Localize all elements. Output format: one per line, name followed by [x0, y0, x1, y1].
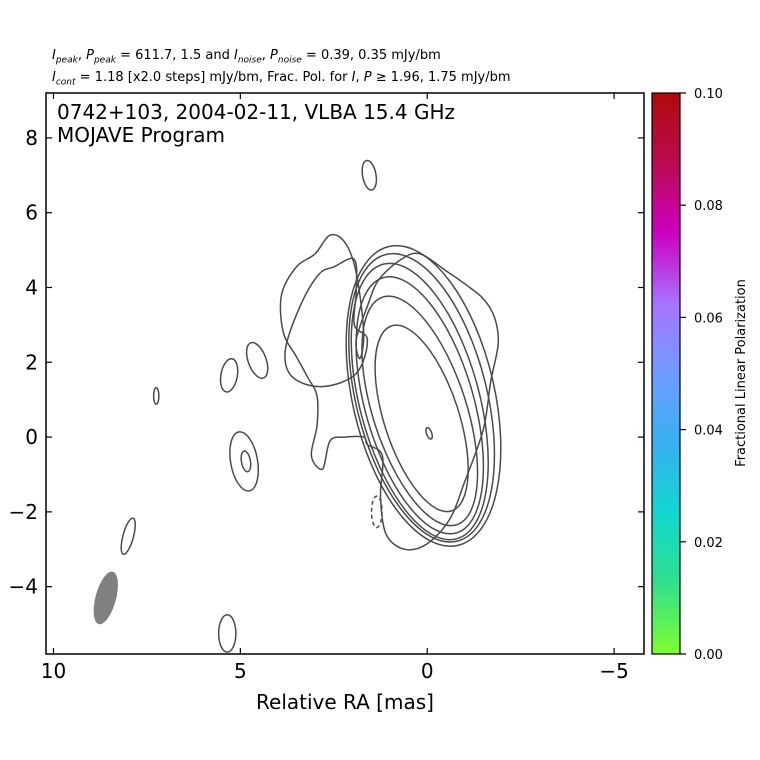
beam-ellipse — [93, 571, 118, 625]
header-line-contour-levels: Icont = 1.18 [x2.0 steps] mJy/bm, Frac. … — [52, 70, 511, 88]
colorbar-tick-label: 0.06 — [694, 311, 723, 326]
y-tick-label: −2 — [9, 500, 38, 524]
y-tick-label: −4 — [9, 575, 38, 599]
y-tick-label: 0 — [25, 425, 38, 449]
y-tick-label: 8 — [25, 126, 38, 150]
colorbar-frame — [651, 92, 681, 655]
x-axis-ticks: 10 5 0 −5 — [41, 93, 629, 683]
contour-island — [217, 613, 237, 653]
y-tick-label: 2 — [25, 350, 38, 374]
header-text-part: ≥ 1.96, 1.75 mJy/bm — [371, 70, 511, 85]
contour-core-level — [348, 252, 496, 543]
header-text-part: I — [52, 48, 56, 63]
contour-negative — [370, 495, 383, 529]
contour-outer — [279, 233, 500, 551]
header-text-part: I — [52, 70, 56, 85]
colorbar-tick-label: 0.10 — [694, 87, 723, 102]
plot-title-line1: 0742+103, 2004-02-11, VLBA 15.4 GHz — [57, 100, 455, 124]
plot-title-line2: MOJAVE Program — [57, 123, 225, 147]
x-tick-label: 0 — [421, 659, 434, 683]
contour-core-level — [361, 295, 479, 527]
header-text-part: = 1.18 [x2.0 steps] mJy/bm, Frac. Pol. f… — [75, 70, 352, 85]
contour-lobe-hole — [284, 257, 369, 388]
header-text-part: I — [233, 48, 238, 63]
header-text-part: P — [86, 48, 94, 63]
colorbar: 0.00 0.02 0.04 0.06 0.08 0.10 Fractional Line… — [651, 87, 749, 663]
x-tick-label: −5 — [599, 659, 628, 683]
contour-island — [361, 159, 378, 191]
y-tick-label: 6 — [25, 201, 38, 225]
y-axis-ticks: 8 6 4 2 0 −2 −4 — [9, 126, 644, 599]
colorbar-tick-label: 0.00 — [694, 648, 723, 663]
contour-island — [229, 431, 260, 492]
contour-island — [219, 357, 239, 393]
header-text-part: , — [261, 48, 271, 63]
contour-map — [93, 159, 502, 653]
header-text-part: = 0.39, 0.35 mJy/bm — [301, 48, 441, 63]
colorbar-ticks: 0.00 0.02 0.04 0.06 0.08 0.10 — [680, 87, 723, 663]
colorbar-tick-label: 0.04 — [694, 424, 723, 439]
header-text-part: noise — [237, 55, 262, 66]
contour-island — [152, 386, 160, 405]
colorbar-tick-label: 0.02 — [694, 536, 723, 551]
contour-core-level — [350, 262, 489, 541]
contour-peak — [425, 426, 434, 440]
contour-island — [240, 450, 252, 473]
plot-frame — [45, 92, 645, 655]
x-tick-label: 10 — [41, 659, 66, 683]
plot-area: 10 5 0 −5 8 6 4 2 0 −2 −4 0742+103, 2004-02-11, V… — [9, 92, 645, 714]
header-text-part: peak — [55, 55, 78, 66]
contour-island — [120, 517, 136, 556]
colorbar-tick-label: 0.08 — [694, 199, 723, 214]
x-axis-label: Relative RA [mas] — [256, 690, 434, 714]
header-text-part: , — [77, 48, 87, 63]
header-text-part: cont — [55, 77, 76, 88]
contour-core-level — [374, 324, 469, 513]
header-text-part: P — [270, 48, 278, 63]
header-text-part: I — [351, 70, 356, 85]
x-tick-label: 5 — [234, 659, 247, 683]
y-tick-label: 4 — [25, 275, 38, 299]
header-text-part: P — [363, 70, 372, 85]
header-text-part: noise — [277, 55, 302, 66]
colorbar-gradient — [652, 93, 680, 654]
header-line-noise-levels: Ipeak, Ppeak = 611.7, 1.5 and Inoise, Pn… — [52, 48, 441, 66]
header-text-part: peak — [93, 55, 116, 66]
contour-core-level — [345, 244, 502, 547]
header-text-part: = 611.7, 1.5 and — [115, 48, 234, 63]
contour-island — [245, 341, 269, 379]
header-text-part: , — [355, 70, 364, 85]
colorbar-label: Fractional Linear Polarization — [734, 279, 749, 467]
contour-core-level — [355, 276, 485, 535]
